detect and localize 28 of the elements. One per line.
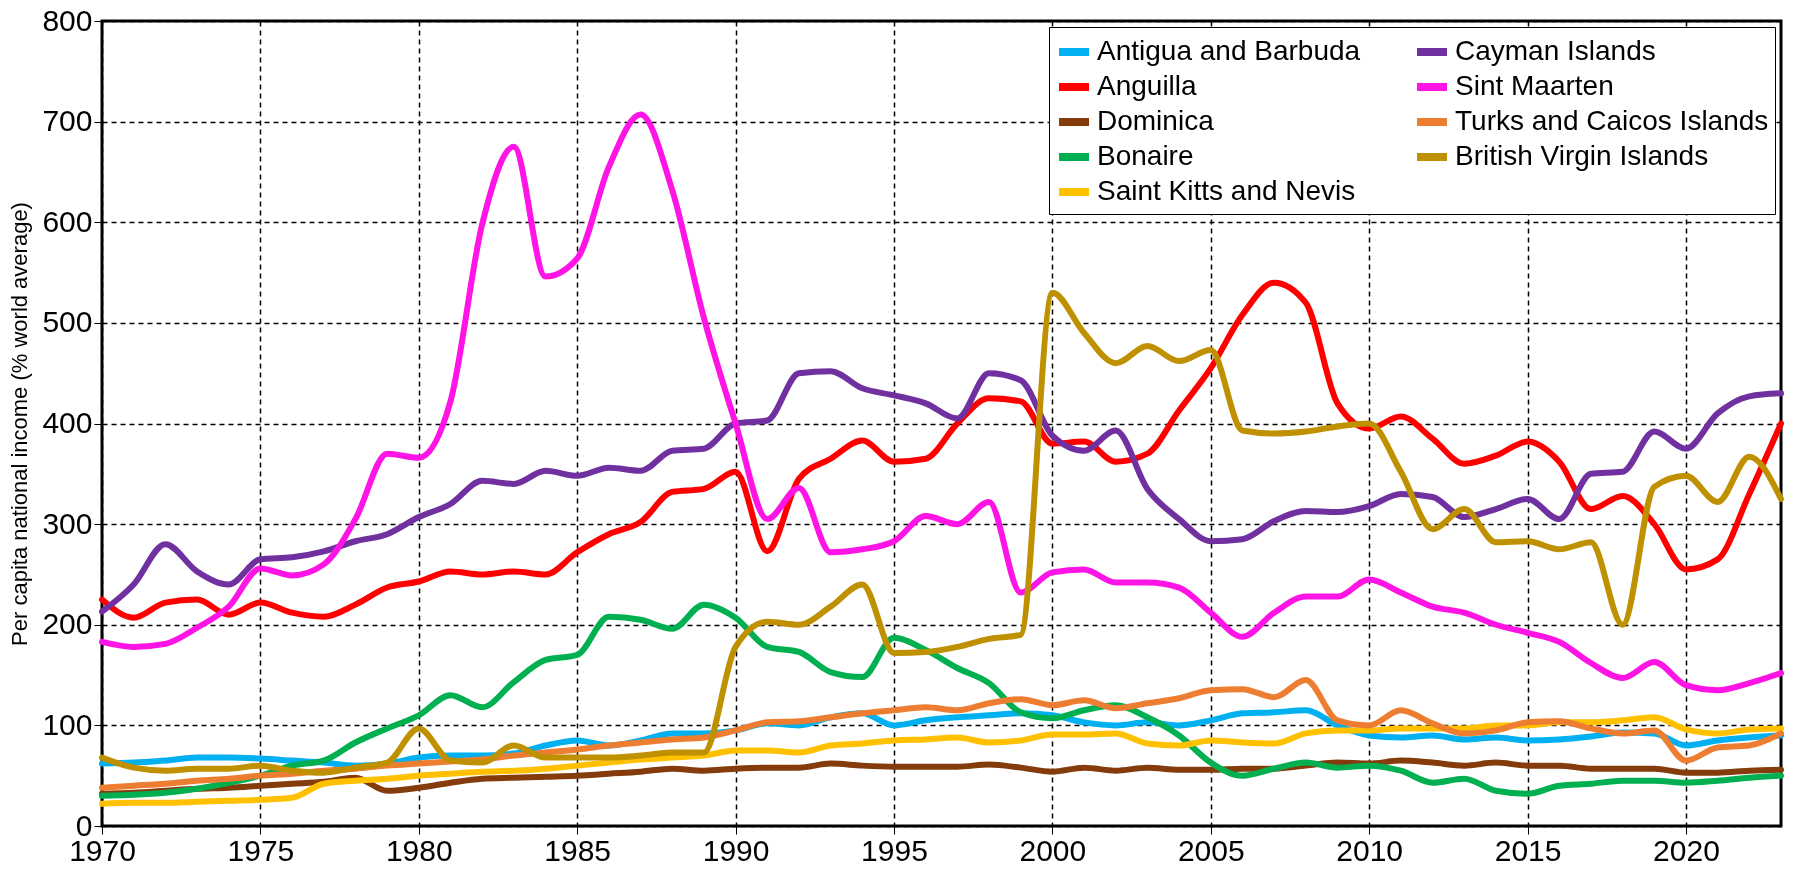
- x-tick-label: 1980: [385, 833, 453, 867]
- legend-label: Saint Kitts and Nevis: [1097, 175, 1356, 206]
- x-tick-label: 1975: [227, 833, 295, 867]
- legend-label: British Virgin Islands: [1455, 140, 1709, 171]
- legend-label: Sint Maarten: [1455, 70, 1614, 101]
- y-tick-label: 800: [42, 3, 93, 37]
- x-tick-label: 1990: [702, 833, 770, 867]
- y-tick-label: 500: [42, 305, 93, 339]
- legend-label: Dominica: [1097, 105, 1215, 136]
- x-tick-label: 2000: [1019, 833, 1087, 867]
- y-tick-label: 300: [42, 506, 93, 540]
- legend-label: Anguilla: [1097, 70, 1198, 101]
- x-tick-label: 2005: [1177, 833, 1245, 867]
- y-tick-label: 600: [42, 204, 93, 238]
- legend-label: Turks and Caicos Islands: [1455, 105, 1769, 136]
- y-axis-title: Per capita national income (% world average): [7, 202, 33, 646]
- x-tick-label: 2015: [1494, 833, 1562, 867]
- y-tick-label: 100: [42, 707, 93, 741]
- legend-label: Antigua and Barbuda: [1097, 35, 1361, 66]
- y-tick-label: 400: [42, 406, 93, 439]
- legend-label: Bonaire: [1097, 140, 1194, 171]
- x-tick-label: 1995: [861, 833, 928, 867]
- x-tick-label: 1985: [544, 833, 612, 867]
- y-tick-label: 700: [42, 104, 93, 138]
- x-tick-label: 2010: [1336, 833, 1404, 867]
- y-tick-label: 200: [42, 607, 93, 641]
- legend-label: Cayman Islands: [1455, 35, 1656, 66]
- x-tick-label: 2020: [1653, 833, 1720, 867]
